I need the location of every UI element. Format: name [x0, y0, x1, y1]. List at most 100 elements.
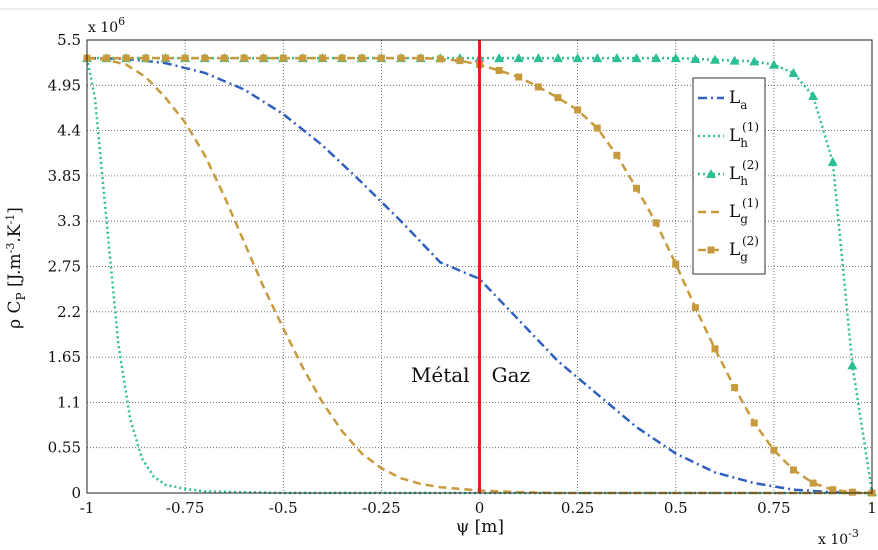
- square-marker: [142, 54, 150, 62]
- y-tick-label: 0: [71, 484, 81, 502]
- square-marker: [495, 66, 503, 74]
- legend-entry: Lh(1): [698, 120, 759, 150]
- triangle-marker: [611, 53, 622, 63]
- triangle-marker: [749, 56, 760, 66]
- y-tick-label: 4.95: [48, 76, 81, 94]
- y-tick-label: 1.1: [57, 393, 81, 411]
- square-marker: [731, 384, 739, 392]
- triangle-marker: [729, 55, 740, 65]
- square-marker: [260, 54, 268, 62]
- y-tick-label: 3.85: [48, 167, 81, 185]
- legend-entry: La: [698, 88, 747, 112]
- triangle-marker: [670, 53, 681, 63]
- x-multiplier: x 10-3: [818, 527, 859, 548]
- annotation-gas: Gaz: [492, 363, 530, 387]
- legend-entry: Lh(2): [698, 158, 759, 188]
- square-marker: [456, 57, 464, 65]
- square-marker: [319, 54, 326, 62]
- x-axis-label: ψ [m]: [456, 517, 504, 537]
- square-marker: [358, 54, 366, 62]
- legend-entry: Lg(1): [698, 196, 759, 226]
- x-tick-label: 1: [867, 499, 877, 517]
- square-marker: [711, 345, 719, 353]
- square-marker: [848, 488, 856, 496]
- square-marker: [436, 55, 444, 63]
- square-marker: [613, 151, 621, 159]
- x-tick-label: -0.5: [269, 499, 298, 517]
- series-line: [85, 57, 872, 495]
- triangle-marker: [572, 53, 583, 63]
- y-tick-label: 1.65: [48, 348, 81, 366]
- square-marker: [377, 54, 385, 62]
- y-tick-label: 4.4: [57, 122, 81, 140]
- square-marker: [633, 184, 640, 192]
- square-marker: [809, 479, 817, 487]
- legend-box: [692, 77, 766, 275]
- series-0: [86, 56, 873, 495]
- tick-labels: -1 -0.75 -0.5 -0.25 0 0.25 0.5 0.75 1 0 0.55 1.1 1.6…: [48, 31, 877, 517]
- square-marker: [593, 124, 601, 132]
- square-marker: [103, 54, 111, 62]
- square-marker: [554, 94, 562, 102]
- x-tick-label: 0.5: [664, 499, 688, 517]
- triangle-marker: [592, 53, 603, 63]
- triangle-marker: [788, 67, 799, 77]
- square-marker: [534, 83, 542, 91]
- y-tick-label: 3.3: [57, 212, 81, 230]
- square-marker: [750, 419, 758, 427]
- triangle-marker: [847, 360, 858, 370]
- y-tick-label: 2.75: [48, 258, 81, 276]
- square-marker: [162, 54, 169, 62]
- square-marker: [181, 54, 189, 62]
- square-marker: [240, 54, 248, 62]
- legend-label: Lh(1): [729, 120, 759, 150]
- triangle-marker: [690, 53, 701, 63]
- legend-label: Lh(2): [729, 158, 759, 188]
- legend-label: La: [729, 88, 747, 112]
- annotation-metal: Métal: [411, 363, 470, 387]
- triangle-marker: [553, 53, 563, 63]
- triangle-marker: [631, 53, 642, 63]
- x-tick-label: 0.75: [757, 499, 790, 517]
- legend-triangle-marker: [706, 169, 716, 178]
- y-tick-label: 5.5: [57, 31, 81, 49]
- series-1: [85, 57, 872, 495]
- square-marker: [790, 466, 797, 474]
- square-marker: [220, 54, 228, 62]
- square-marker: [279, 54, 287, 62]
- square-marker: [672, 260, 680, 268]
- square-marker: [397, 54, 405, 62]
- square-marker: [338, 54, 346, 62]
- triangle-marker: [651, 53, 662, 63]
- y-multiplier: x 106: [88, 15, 125, 36]
- y-tick-label: 0.55: [48, 439, 81, 457]
- x-tick-label: 0.25: [561, 499, 594, 517]
- square-marker: [770, 446, 778, 454]
- triangle-marker: [827, 156, 838, 166]
- legend: La Lh(1) Lh(2) Lg(1) Lg(2): [692, 77, 766, 275]
- triangle-marker: [494, 53, 505, 63]
- square-marker: [691, 304, 699, 312]
- triangle-marker: [513, 53, 524, 63]
- x-tick-label: -1: [80, 499, 95, 517]
- x-tick-label: 0: [475, 499, 485, 517]
- square-marker: [829, 486, 837, 494]
- legend-label: Lg(2): [729, 234, 759, 264]
- triangle-marker: [533, 53, 544, 63]
- square-marker: [515, 73, 523, 81]
- x-tick-label: -0.75: [166, 499, 204, 517]
- triangle-marker: [768, 59, 779, 69]
- triangle-marker: [808, 91, 819, 101]
- square-marker: [652, 219, 660, 227]
- y-axis-label: ρ CP [J.m-3.K-1]: [4, 207, 28, 329]
- triangle-marker: [710, 54, 720, 64]
- plot-frame: [86, 39, 873, 494]
- x-tick-label: -0.25: [362, 499, 400, 517]
- series-line: [86, 56, 873, 495]
- y-tick-label: 2.2: [57, 303, 81, 321]
- square-marker: [122, 54, 130, 62]
- square-marker: [299, 54, 307, 62]
- square-marker: [574, 106, 582, 114]
- legend-label: Lg(1): [729, 196, 759, 226]
